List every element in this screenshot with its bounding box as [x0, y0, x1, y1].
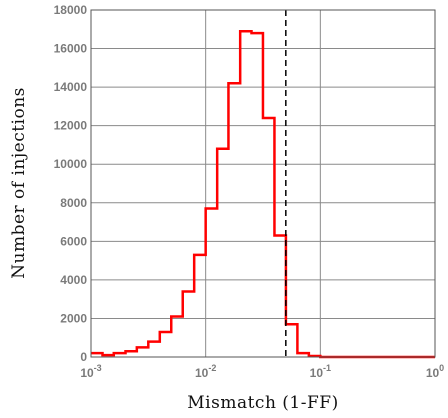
- y-axis-title: Number of injections: [9, 87, 29, 279]
- y-tick-label: 8000: [60, 196, 87, 210]
- x-tick-label: 10-1: [310, 363, 331, 380]
- y-tick-label: 6000: [60, 234, 87, 248]
- grid-lines: [91, 10, 435, 357]
- x-tick-label: 100: [426, 363, 444, 380]
- y-tick-label: 12000: [54, 119, 88, 133]
- y-tick-labels: 0 2000 4000 6000 8000 10000 12000 14000 16000 180…: [54, 3, 88, 364]
- y-tick-label: 2000: [60, 311, 87, 325]
- plot-frame: [90, 9, 436, 358]
- y-tick-label: 14000: [54, 80, 88, 94]
- x-tick-label: 10-3: [80, 363, 101, 380]
- histogram-series-line: [91, 29, 435, 359]
- y-tick-label: 16000: [54, 42, 88, 56]
- y-tick-label: 0: [80, 350, 87, 364]
- x-tick-labels: 10-3 10-2 10-1 100: [80, 363, 444, 380]
- y-tick-label: 18000: [54, 3, 88, 17]
- x-axis-title: Mismatch (1-FF): [187, 393, 338, 413]
- x-tick-label: 10-2: [195, 363, 216, 380]
- y-tick-label: 10000: [54, 157, 88, 171]
- y-tick-label: 4000: [60, 273, 87, 287]
